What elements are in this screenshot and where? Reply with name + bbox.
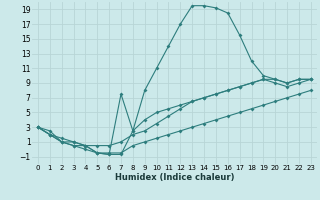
X-axis label: Humidex (Indice chaleur): Humidex (Indice chaleur) — [115, 173, 234, 182]
